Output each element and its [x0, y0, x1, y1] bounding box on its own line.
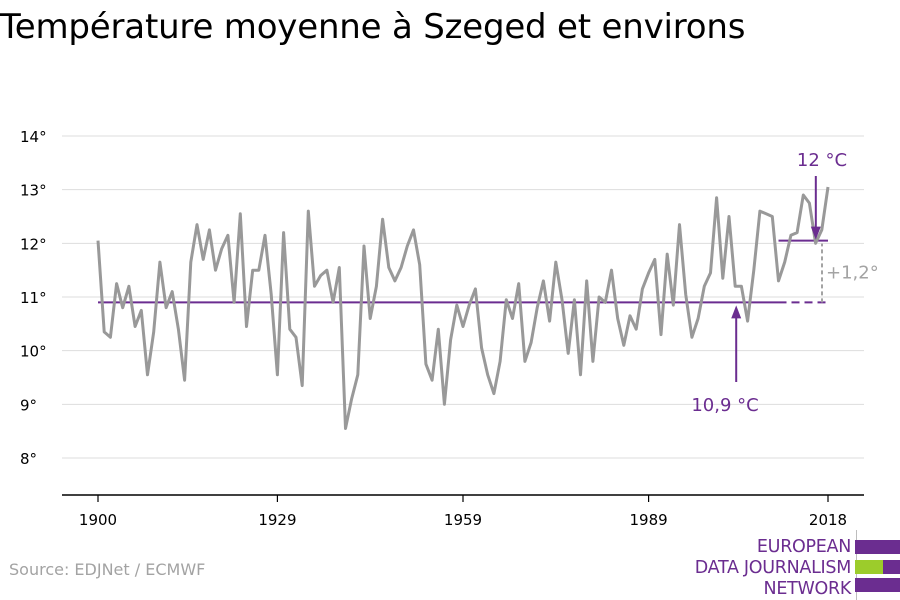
- x-tick-label: 1929: [258, 511, 296, 529]
- y-tick-label: 11°: [20, 289, 47, 307]
- reference-lines: [98, 239, 828, 304]
- series-layer: [96, 186, 830, 430]
- y-tick-label: 9°: [20, 396, 37, 414]
- x-tick-label: 1989: [629, 511, 667, 529]
- recent-arrow-head: [810, 226, 821, 240]
- x-tick-label: 2018: [809, 511, 847, 529]
- source-note: Source: EDJNet / ECMWF: [9, 560, 206, 579]
- temperature-series-line: [96, 186, 830, 430]
- logo-text-line-2: DATA JOURNALISM: [694, 558, 852, 578]
- annotations: +1,2° 12 °C 10,9 °C: [691, 150, 878, 416]
- y-tick-label: 14°: [20, 128, 47, 146]
- edjnet-logo: EUROPEAN DATA JOURNALISM NETWORK: [695, 530, 900, 600]
- x-tick-label: 1959: [444, 511, 482, 529]
- x-axis: 1900 1929 1959 1989 2018: [62, 494, 864, 529]
- logo-text-line-1: EUROPEAN: [756, 537, 851, 557]
- difference-label: +1,2°: [826, 263, 879, 284]
- baseline-average-label: 10,9 °C: [691, 395, 758, 416]
- chart-title: Température moyenne à Szeged et environs: [0, 7, 746, 47]
- y-tick-label: 8°: [20, 450, 37, 468]
- y-tick-label: 12°: [20, 235, 47, 253]
- logo-bar-green: [855, 560, 883, 574]
- baseline-arrow-head: [731, 305, 742, 319]
- gridlines: 8° 9° 10° 11° 12° 13° 14°: [20, 128, 864, 468]
- logo-text-line-3: NETWORK: [763, 579, 852, 599]
- y-tick-label: 13°: [20, 182, 47, 200]
- x-tick-label: 1900: [79, 511, 117, 529]
- logo-bar-purple-bottom: [855, 578, 900, 592]
- logo-bar-purple-top: [855, 540, 900, 554]
- recent-average-label: 12 °C: [797, 150, 847, 171]
- y-tick-label: 10°: [20, 343, 47, 361]
